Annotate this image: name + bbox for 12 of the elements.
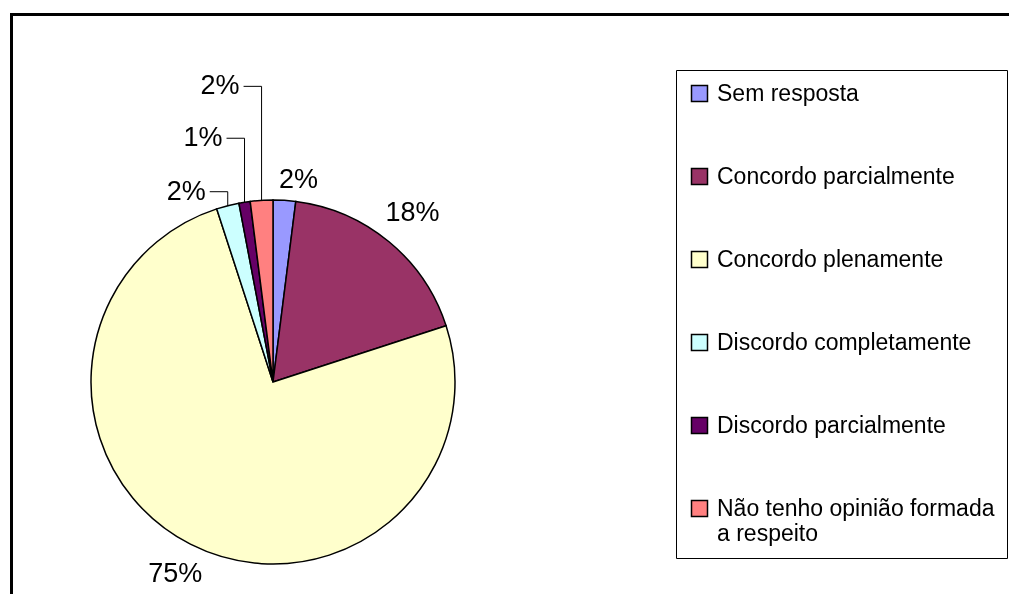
data-label: 75% bbox=[148, 557, 203, 588]
legend-label: Concordo parcialmente bbox=[717, 162, 955, 189]
data-label: 1% bbox=[183, 122, 223, 153]
legend-label: Discordo parcialmente bbox=[717, 411, 946, 438]
data-label: 2% bbox=[166, 175, 206, 206]
legend-label: Não tenho opinião formada a respeito bbox=[717, 494, 995, 546]
legend-label: Discordo completamente bbox=[717, 328, 972, 355]
legend-label: Sem resposta bbox=[717, 79, 860, 106]
legend-label: Concordo plenamente bbox=[717, 245, 944, 272]
data-label: 2% bbox=[200, 70, 240, 101]
data-label: 2% bbox=[278, 164, 318, 195]
data-label: 18% bbox=[385, 197, 440, 228]
